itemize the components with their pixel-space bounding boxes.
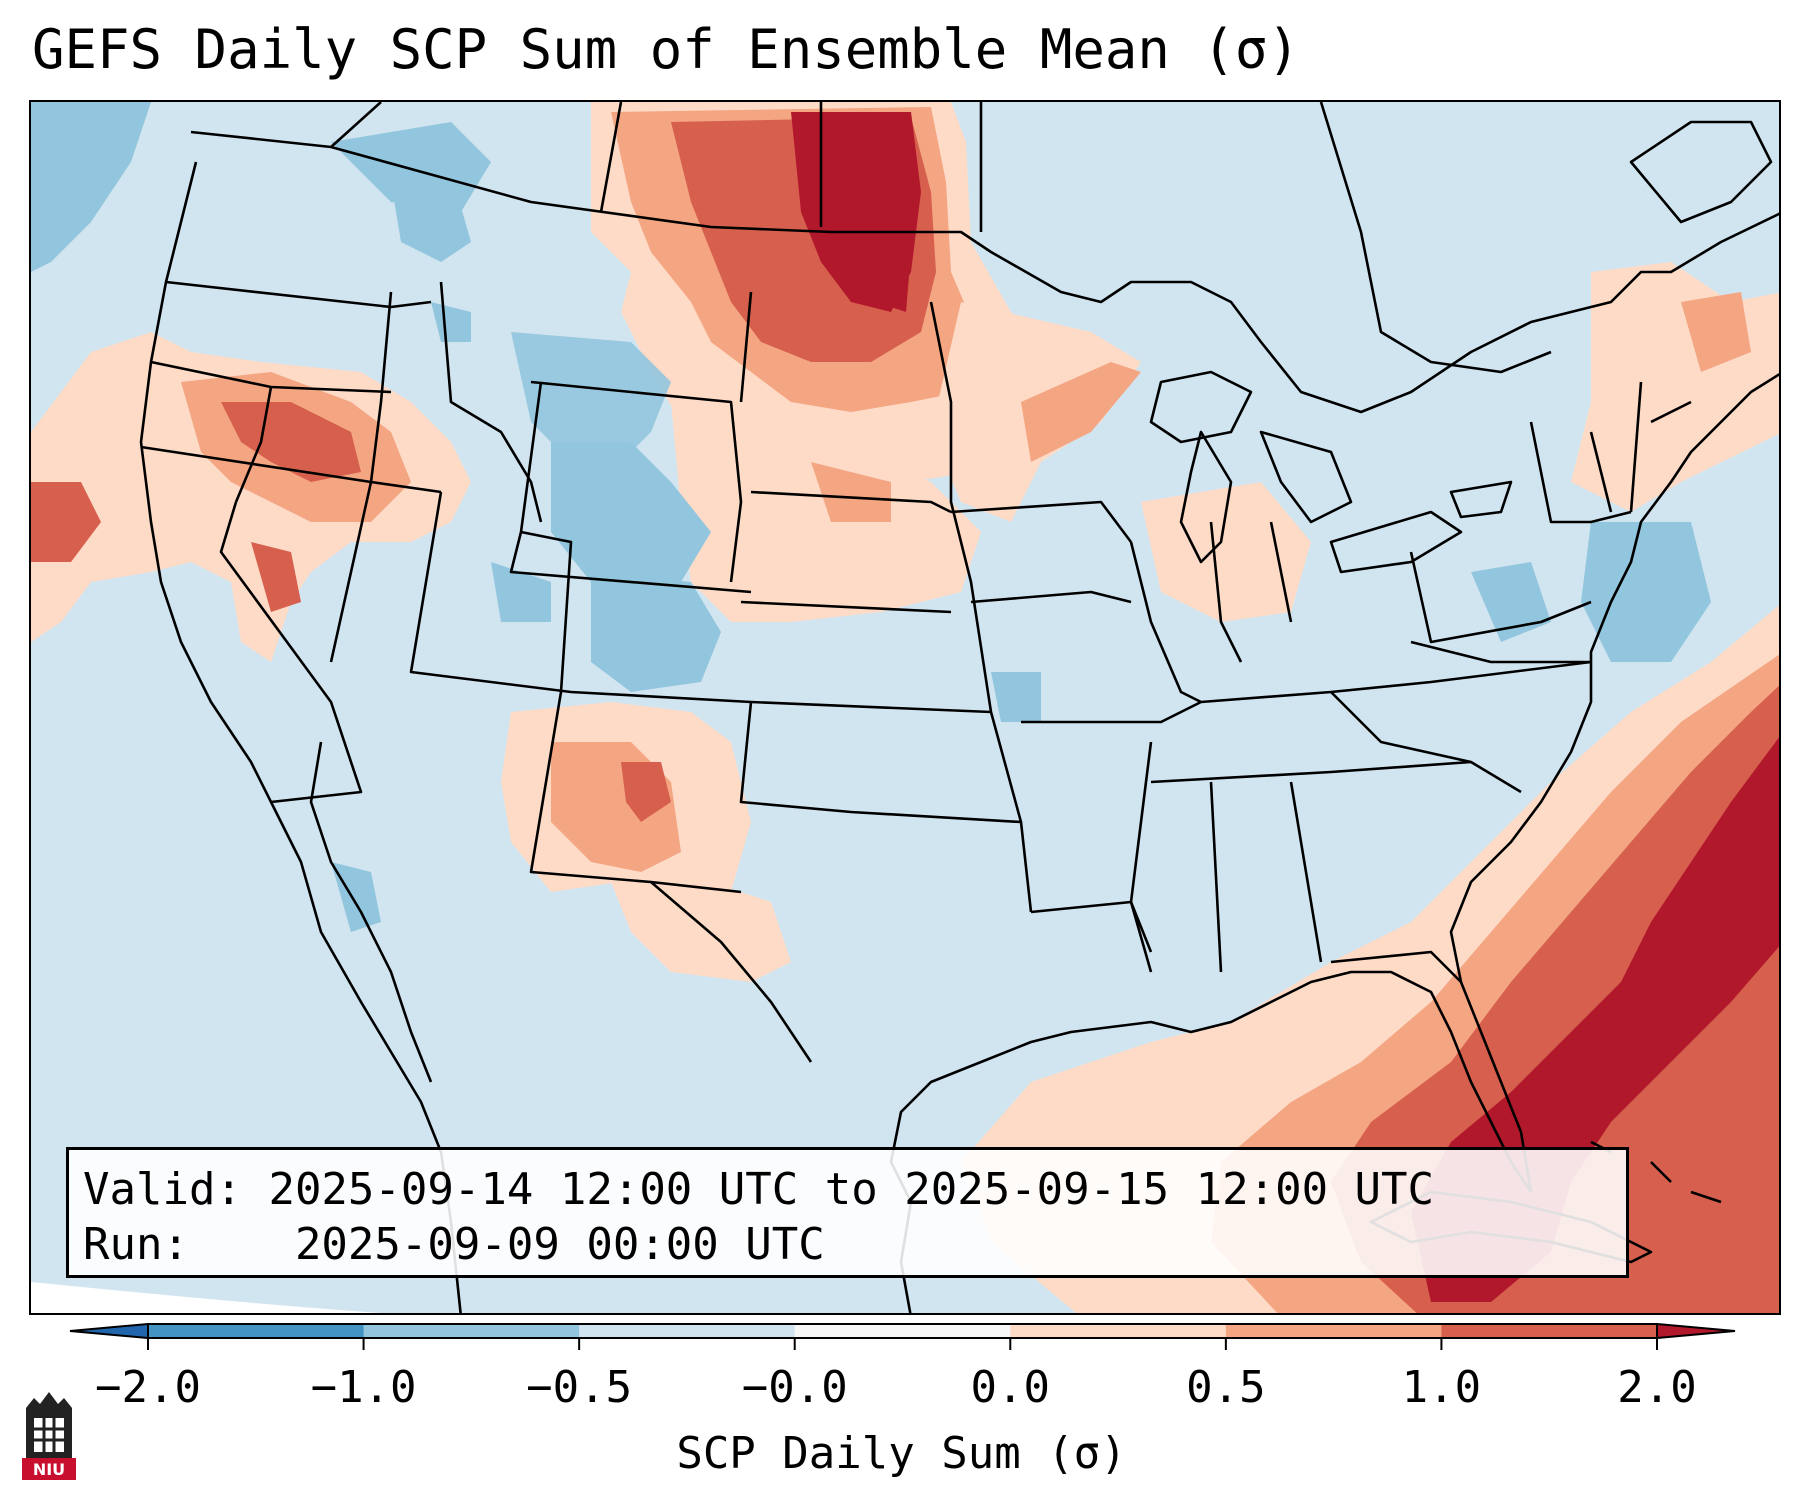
colorbar-bin-0 [70, 1324, 148, 1338]
colorbar-bin-1 [148, 1324, 365, 1338]
valid-label: Valid: [83, 1164, 242, 1215]
geographic-boundaries [139, 102, 1779, 1313]
projection-edge-left [31, 1282, 381, 1313]
map-panel [29, 100, 1781, 1315]
colorbar-tick-label: −1.0 [310, 1362, 417, 1413]
colorbar [69, 1322, 1736, 1350]
colorbar-bin-2 [363, 1324, 580, 1338]
valid-value: 2025-09-14 12:00 UTC to 2025-09-15 12:00… [268, 1164, 1435, 1215]
colorbar-tick-label: 0.0 [970, 1362, 1051, 1413]
colorbar-bin-7 [1441, 1324, 1658, 1338]
colorbar-tick-label: −0.0 [741, 1362, 848, 1413]
colorbar-tick-label: 0.5 [1186, 1362, 1266, 1413]
niu-logo: NIU [22, 1392, 76, 1480]
colorbar-tick-label: −0.5 [526, 1362, 633, 1413]
chart-title: GEFS Daily SCP Sum of Ensemble Mean (σ) [32, 18, 1300, 81]
colorbar-bin-6 [1225, 1324, 1442, 1338]
run-label: Run: [83, 1219, 189, 1270]
colorbar-tick-label: 2.0 [1617, 1362, 1697, 1413]
colorbar-bin-4 [794, 1324, 1011, 1338]
map-svg [31, 102, 1779, 1313]
run-value: 2025-09-09 00:00 UTC [294, 1219, 825, 1270]
colorbar-bin-3 [579, 1324, 796, 1338]
colorbar-label: SCP Daily Sum (σ) [676, 1428, 1127, 1479]
colorbar-tick-label: 1.0 [1401, 1362, 1482, 1413]
colorbar-tick-label: −2.0 [95, 1362, 201, 1413]
colorbar-frame [147, 1323, 1658, 1339]
colorbar-bin-8 [1657, 1324, 1735, 1338]
logo-badge [22, 1458, 76, 1480]
run-info-box: Valid: 2025-09-14 12:00 UTC to 2025-09-1… [66, 1147, 1629, 1278]
logo-text: NIU [33, 1460, 65, 1479]
colorbar-bin-5 [1010, 1324, 1227, 1338]
